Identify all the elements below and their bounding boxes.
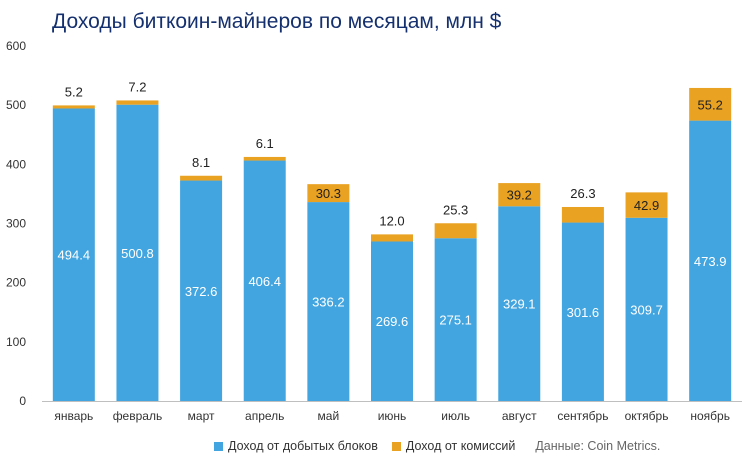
data-label-blocks: 309.7 bbox=[630, 302, 663, 317]
y-tick-label: 400 bbox=[6, 157, 26, 171]
bar-fees bbox=[116, 100, 159, 105]
x-tick-label: август bbox=[502, 409, 537, 423]
x-tick-label: июль bbox=[441, 409, 470, 423]
data-label-blocks: 406.4 bbox=[248, 274, 281, 289]
x-tick-label: март bbox=[188, 409, 215, 423]
bar-fees bbox=[434, 223, 477, 239]
data-label-blocks: 269.6 bbox=[376, 314, 409, 329]
data-label-blocks: 329.1 bbox=[503, 297, 536, 312]
bar-blocks bbox=[180, 180, 223, 401]
y-tick-label: 500 bbox=[6, 98, 26, 112]
x-tick-label: май bbox=[318, 409, 340, 423]
data-label-fees: 55.2 bbox=[698, 97, 723, 112]
data-label-blocks: 275.1 bbox=[439, 313, 472, 328]
bar-blocks bbox=[243, 160, 286, 401]
data-label-fees: 42.9 bbox=[634, 198, 659, 213]
bar-fees bbox=[561, 206, 604, 223]
x-tick-label: сентябрь bbox=[557, 409, 608, 423]
y-tick-label: 100 bbox=[6, 335, 26, 349]
data-source-note: Данные: Coin Metrics. bbox=[535, 439, 661, 453]
data-label-blocks: 336.2 bbox=[312, 295, 345, 310]
data-label-fees: 25.3 bbox=[443, 202, 468, 217]
data-label-blocks: 500.8 bbox=[121, 246, 154, 261]
data-label-fees: 26.3 bbox=[570, 186, 595, 201]
bar-fees bbox=[52, 105, 95, 109]
data-label-fees: 30.3 bbox=[316, 186, 341, 201]
data-label-blocks: 494.4 bbox=[58, 248, 91, 263]
chart-title: Доходы биткоин-майнеров по месяцам, млн … bbox=[52, 10, 502, 33]
legend-label-blocks: Доход от добытых блоков bbox=[228, 439, 378, 453]
bar-fees bbox=[371, 234, 413, 242]
bar-blocks bbox=[52, 108, 95, 401]
x-tick-label: ноябрь bbox=[690, 409, 730, 423]
data-label-blocks: 301.6 bbox=[567, 305, 600, 320]
data-label-fees: 6.1 bbox=[256, 136, 274, 151]
bar-fees bbox=[625, 192, 668, 218]
legend-swatch-fees bbox=[391, 441, 401, 451]
data-label-fees: 12.0 bbox=[379, 213, 404, 228]
legend-item-fees: Доход от комиссий bbox=[391, 439, 516, 453]
bar-blocks bbox=[371, 241, 413, 401]
legend-swatch-blocks bbox=[214, 441, 223, 451]
legend-item-blocks: Доход от добытых блоков bbox=[214, 439, 378, 453]
x-tick-label: апрель bbox=[245, 409, 284, 423]
x-tick-label: октябрь bbox=[625, 409, 669, 423]
bar-blocks bbox=[307, 202, 350, 401]
data-label-blocks: 372.6 bbox=[185, 284, 218, 299]
y-tick-label: 300 bbox=[6, 217, 26, 231]
data-label-fees: 5.2 bbox=[65, 84, 83, 99]
bar-fees bbox=[180, 175, 223, 181]
bar-blocks bbox=[625, 217, 668, 401]
x-tick-label: январь bbox=[54, 409, 93, 423]
bar-fees bbox=[307, 184, 350, 203]
bar-blocks bbox=[434, 238, 477, 401]
bar-blocks bbox=[116, 104, 159, 402]
data-label-blocks: 473.9 bbox=[694, 254, 727, 269]
y-tick-label: 200 bbox=[6, 276, 26, 290]
data-label-fees: 39.2 bbox=[507, 188, 532, 203]
x-tick-label: июнь bbox=[378, 409, 407, 423]
bar-blocks bbox=[689, 120, 732, 402]
bar-fees bbox=[498, 183, 541, 207]
legend: Доход от добытых блоков Доход от комисси… bbox=[214, 439, 660, 453]
bar-fees bbox=[689, 87, 732, 121]
y-tick-label: 0 bbox=[19, 394, 26, 408]
data-label-fees: 7.2 bbox=[128, 79, 146, 94]
legend-label-fees: Доход от комиссий bbox=[405, 439, 516, 453]
bar-blocks bbox=[561, 222, 604, 401]
y-tick-label: 600 bbox=[6, 39, 26, 53]
data-label-fees: 8.1 bbox=[192, 155, 210, 170]
x-tick-label: февраль bbox=[113, 409, 163, 423]
bar-blocks bbox=[498, 206, 541, 401]
bar-fees bbox=[243, 156, 286, 161]
